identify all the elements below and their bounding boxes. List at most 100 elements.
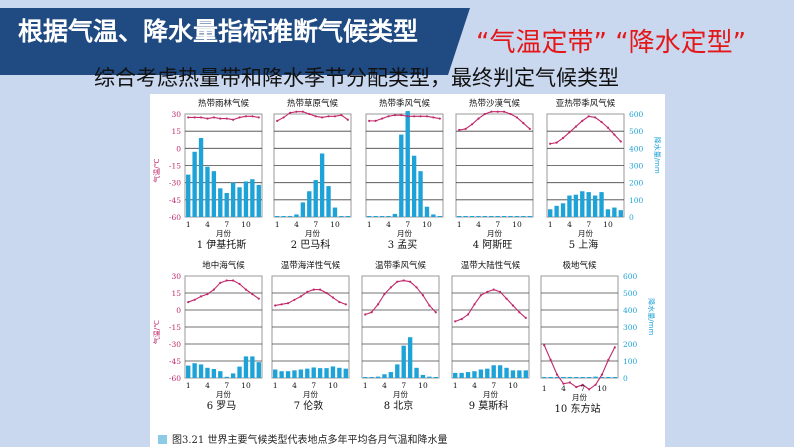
station-label: 4 阿斯旺 (473, 238, 513, 251)
x-axis-label: 月份 (216, 228, 231, 238)
station-label: 1 伊基托斯 (197, 238, 247, 251)
temp-point (499, 290, 502, 293)
temp-point (244, 115, 248, 118)
precip-bar (476, 216, 481, 217)
temp-point (524, 316, 527, 320)
precip-bar (192, 151, 197, 217)
precip-bar (593, 376, 598, 378)
precip-axis-tick: 0 (629, 213, 634, 222)
temp-point (331, 296, 335, 299)
precip-bar (574, 377, 579, 378)
temp-point (594, 383, 597, 386)
temp-point (308, 112, 311, 116)
figure-caption: 图3.21 世界主要气候类型代表地点多年平均各月气温和降水量 (158, 431, 447, 446)
temp-point (561, 136, 565, 140)
temp-point (376, 303, 380, 306)
station-label: 3 孟买 (388, 239, 418, 251)
temp-point (505, 297, 508, 300)
slogan: “气温定带” “降水定型” (476, 28, 747, 58)
precip-bar (339, 216, 344, 217)
chart-title: 热带季风气候 (379, 98, 431, 109)
temp-point (232, 118, 235, 121)
x-axis-label: 月份 (397, 228, 412, 238)
precip-bar (300, 202, 306, 217)
precip-bar (501, 216, 507, 217)
temp-point (613, 133, 616, 136)
month-tick: 7 (586, 220, 591, 229)
month-tick: 10 (418, 381, 428, 390)
temp-point (574, 125, 577, 128)
precip-bar (294, 214, 299, 217)
precip-bar (307, 191, 312, 217)
temp-point (490, 110, 493, 113)
month-tick: 1 (186, 381, 191, 390)
precip-bar (586, 192, 591, 217)
precip-bar (453, 372, 458, 378)
temp-point (486, 290, 489, 293)
temp-point (344, 303, 347, 306)
temp-axis-tick: -45 (169, 196, 181, 205)
month-tick: 4 (386, 220, 391, 229)
temp-point (413, 115, 416, 118)
station-label: 7 伦敦 (294, 399, 324, 412)
temp-point (454, 320, 457, 323)
temp-point (396, 280, 399, 283)
precip-bar (211, 368, 217, 378)
x-axis-label: 月份 (487, 228, 502, 238)
temp-point (299, 295, 302, 298)
temp-axis-tick: 30 (171, 110, 181, 119)
precip-bar (311, 367, 316, 378)
precip-bar (363, 377, 368, 378)
temp-point (432, 116, 435, 119)
temp-point (421, 294, 425, 297)
precip-axis-tick: 0 (623, 374, 628, 383)
precip-bar (250, 356, 255, 378)
month-tick: 4 (205, 381, 210, 390)
temp-point (193, 116, 196, 119)
temp-point (187, 116, 190, 119)
temp-axis-tick: -60 (169, 374, 181, 383)
precip-bar (279, 371, 284, 378)
temp-point (522, 122, 525, 125)
caption-marker (158, 435, 167, 444)
precip-axis-label: 降水量/mm (653, 137, 662, 174)
precip-bar (612, 377, 617, 378)
month-tick: 7 (311, 381, 316, 390)
month-tick: 1 (453, 381, 458, 390)
temp-line (188, 279, 260, 303)
temp-point (402, 279, 405, 282)
precip-bar (273, 369, 278, 378)
temp-point (460, 317, 463, 321)
temp-point (306, 290, 309, 293)
month-tick: 7 (491, 381, 496, 390)
precip-bar (287, 216, 293, 217)
precip-bar (586, 377, 592, 378)
chart-title: 温带海洋性气候 (281, 260, 341, 271)
chart-title: 热带雨林气候 (198, 98, 250, 109)
precip-bar (211, 171, 217, 217)
precip-bar (382, 374, 387, 378)
precip-bar (599, 192, 604, 217)
temp-point (276, 119, 279, 122)
temp-point (321, 116, 324, 119)
temp-point (600, 120, 603, 124)
temp-point (503, 110, 506, 113)
temp-point (428, 304, 431, 307)
temp-point (251, 115, 254, 118)
precip-bar (367, 216, 372, 217)
temp-axis-tick: -15 (169, 162, 181, 171)
precip-bar (313, 180, 318, 217)
temp-point (282, 116, 285, 119)
month-tick: 1 (273, 381, 278, 390)
precip-bar (198, 138, 204, 217)
precip-bar (478, 369, 484, 378)
temp-point (555, 141, 558, 144)
precip-bar (542, 377, 547, 378)
x-axis-label: 月份 (572, 392, 587, 402)
temp-point (288, 111, 292, 114)
precip-axis-tick: 200 (629, 179, 644, 188)
temp-point (600, 373, 604, 376)
precip-bar (237, 187, 242, 217)
precip-bar (504, 367, 509, 378)
temp-point (543, 344, 546, 347)
